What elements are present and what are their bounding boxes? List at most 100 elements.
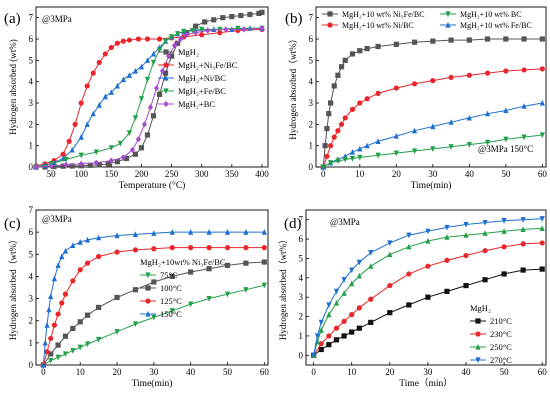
x-axis-label: Temperature (°C)	[119, 180, 186, 191]
data-point	[178, 35, 184, 43]
data-point	[156, 91, 163, 98]
x-tick-label: 20	[113, 367, 123, 377]
data-point	[48, 293, 54, 299]
data-point	[162, 70, 169, 76]
data-point	[349, 155, 356, 162]
legend-label: 270°C	[490, 355, 512, 365]
y-tick-label: 7	[299, 215, 304, 225]
data-point	[430, 38, 436, 44]
data-point	[126, 72, 133, 78]
data-point	[393, 132, 399, 139]
data-point	[259, 25, 265, 32]
y-tick-label: 1	[29, 141, 34, 151]
data-point	[411, 81, 418, 87]
pressure-annotation: @3MPa	[42, 14, 72, 24]
data-point	[341, 333, 347, 339]
data-point	[368, 263, 374, 269]
data-point	[77, 239, 83, 245]
data-point	[539, 99, 545, 106]
data-series	[33, 25, 265, 170]
data-point	[87, 162, 93, 168]
chart-panel: 0 10 20 30 40 50 60 0 1 2 3 4 5 6 7 Time(min) Hydrogen a…	[285, 6, 547, 191]
data-point	[501, 244, 507, 250]
x-tick-label: 0	[41, 367, 46, 377]
data-point	[261, 282, 267, 289]
data-point	[539, 36, 545, 42]
x-tick-label: 30	[149, 367, 159, 377]
legend: MgH₂ MgH₂+Ni₃Fe/BC MgH₂+Ni/BC MgH₂+Fe/BC MgH…	[158, 47, 238, 109]
data-point	[132, 151, 139, 157]
data-point	[151, 246, 157, 252]
data-point	[51, 275, 58, 282]
data-point	[243, 287, 249, 293]
data-point	[70, 348, 76, 354]
x-tick-label: 250	[165, 169, 179, 179]
data-point	[70, 278, 76, 284]
data-point	[318, 327, 324, 333]
data-series	[320, 99, 545, 170]
data-point	[357, 145, 363, 152]
x-tick-label: 150	[105, 169, 119, 179]
legend-title: MgH₂+10wt% Ni₃Fe/BC	[140, 257, 226, 267]
data-point	[318, 346, 324, 353]
data-point	[224, 291, 231, 298]
data-point	[62, 291, 69, 297]
data-point	[520, 217, 526, 223]
data-point	[205, 27, 211, 34]
data-point	[66, 138, 72, 144]
data-point	[342, 57, 348, 63]
legend-label: MgH₂+Ni₃Fe/BC	[178, 60, 238, 70]
chart-panel: 0 10 20 30 40 50 60 0 1 2 3 4 5 6 7 Time(min) Hydrogen a…	[4, 205, 269, 389]
data-point	[220, 15, 226, 21]
y-tick-label: 3	[29, 98, 34, 108]
data-point	[238, 12, 244, 19]
data-point	[120, 38, 126, 44]
data-point	[69, 146, 75, 153]
series-line	[35, 28, 263, 167]
legend-marker	[163, 62, 169, 68]
y-tick-label: 6	[309, 34, 314, 44]
data-point	[84, 83, 90, 89]
data-point	[102, 51, 108, 57]
x-tick-label: 10	[347, 367, 357, 377]
series-line	[35, 27, 263, 168]
data-point	[375, 43, 381, 50]
legend-title: MgH₂	[470, 303, 491, 313]
data-point	[349, 280, 355, 287]
data-point	[69, 163, 75, 169]
data-point	[126, 130, 133, 136]
data-point	[84, 260, 91, 266]
y-tick-label: 0	[29, 360, 34, 370]
data-point	[501, 228, 507, 234]
data-point	[223, 26, 229, 33]
data-point	[357, 100, 363, 106]
legend-marker	[475, 318, 481, 324]
data-point	[55, 354, 61, 361]
data-point	[102, 93, 108, 100]
data-point	[55, 342, 61, 348]
data-point	[78, 152, 84, 159]
data-point	[93, 149, 99, 156]
data-point	[135, 136, 142, 143]
data-point	[357, 48, 363, 54]
data-point	[44, 322, 50, 328]
data-point	[48, 351, 54, 357]
data-point	[328, 100, 334, 106]
data-point	[60, 151, 66, 157]
y-tick-label: 3	[299, 292, 304, 302]
data-point	[503, 68, 509, 74]
data-point	[406, 232, 412, 239]
data-point	[138, 145, 145, 151]
data-point	[33, 163, 39, 171]
x-tick-label: 50	[47, 169, 57, 179]
data-point	[55, 311, 61, 317]
data-point	[333, 288, 340, 295]
y-tick-label: 7	[29, 205, 34, 215]
legend: MgH₂ 210°C 230°C 250°C 270°C	[470, 303, 512, 365]
data-point	[368, 319, 374, 325]
x-tick-label: 20	[392, 169, 402, 179]
data-point	[331, 134, 337, 140]
data-point	[430, 123, 436, 130]
data-point	[59, 253, 65, 260]
data-point	[448, 37, 454, 43]
